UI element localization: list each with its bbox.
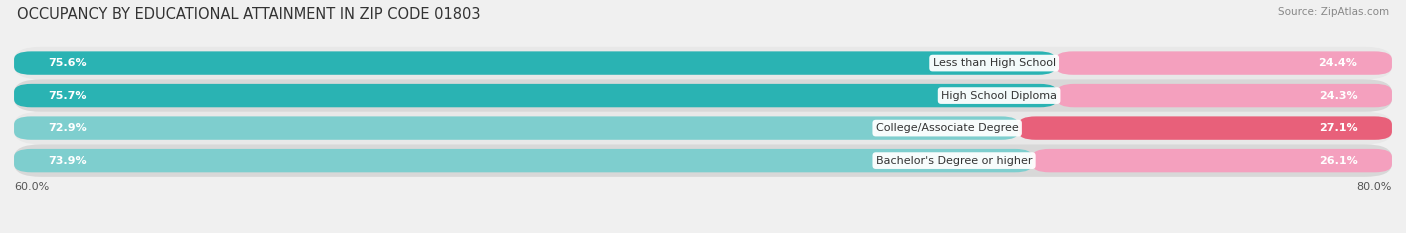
Text: 75.6%: 75.6% — [49, 58, 87, 68]
FancyBboxPatch shape — [1056, 51, 1392, 75]
Text: Source: ZipAtlas.com: Source: ZipAtlas.com — [1278, 7, 1389, 17]
Legend: Owner-occupied, Renter-occupied: Owner-occupied, Renter-occupied — [588, 230, 818, 233]
Text: Less than High School: Less than High School — [932, 58, 1056, 68]
FancyBboxPatch shape — [14, 47, 1392, 79]
FancyBboxPatch shape — [14, 149, 1032, 172]
FancyBboxPatch shape — [14, 51, 1056, 75]
Text: 73.9%: 73.9% — [49, 156, 87, 166]
FancyBboxPatch shape — [14, 84, 1057, 107]
Text: 26.1%: 26.1% — [1319, 156, 1358, 166]
FancyBboxPatch shape — [14, 116, 1018, 140]
FancyBboxPatch shape — [14, 79, 1392, 112]
Text: 72.9%: 72.9% — [49, 123, 87, 133]
Text: College/Associate Degree: College/Associate Degree — [876, 123, 1018, 133]
FancyBboxPatch shape — [1032, 149, 1392, 172]
FancyBboxPatch shape — [14, 112, 1392, 144]
Text: 80.0%: 80.0% — [1357, 182, 1392, 192]
Text: 27.1%: 27.1% — [1319, 123, 1358, 133]
Text: 60.0%: 60.0% — [14, 182, 49, 192]
Text: 24.3%: 24.3% — [1319, 91, 1358, 101]
FancyBboxPatch shape — [1018, 116, 1392, 140]
FancyBboxPatch shape — [1057, 84, 1392, 107]
Text: High School Diploma: High School Diploma — [941, 91, 1057, 101]
FancyBboxPatch shape — [14, 144, 1392, 177]
Text: Bachelor's Degree or higher: Bachelor's Degree or higher — [876, 156, 1032, 166]
Text: 24.4%: 24.4% — [1319, 58, 1358, 68]
Text: 75.7%: 75.7% — [49, 91, 87, 101]
Text: OCCUPANCY BY EDUCATIONAL ATTAINMENT IN ZIP CODE 01803: OCCUPANCY BY EDUCATIONAL ATTAINMENT IN Z… — [17, 7, 481, 22]
